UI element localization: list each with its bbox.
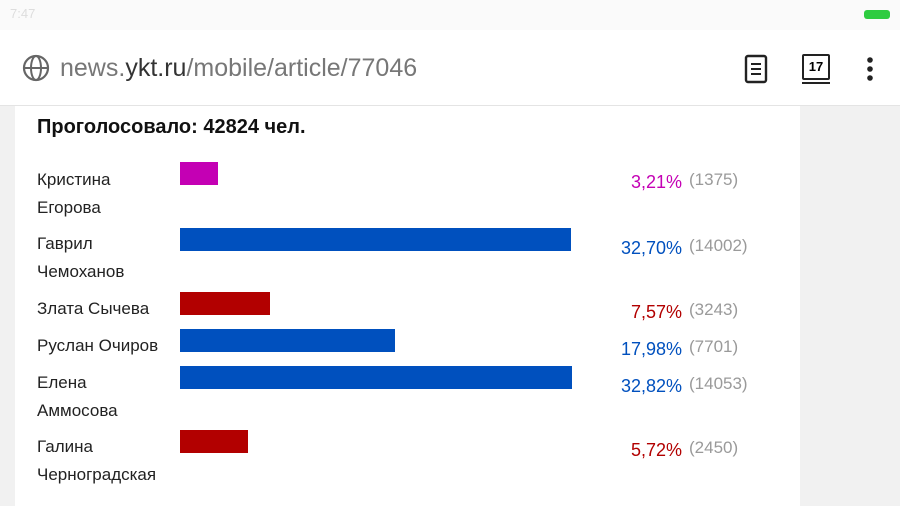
candidate-name: Галина Черноградская xyxy=(37,437,157,484)
percent-label: 17,98% xyxy=(620,339,682,359)
url-prefix: news. xyxy=(60,54,126,82)
url-path: /mobile/article/77046 xyxy=(186,54,418,82)
percent-label: 3,21% xyxy=(630,172,682,192)
count-label: (1375) xyxy=(689,170,739,189)
globe-icon xyxy=(22,54,50,82)
count-label: (14053) xyxy=(689,374,748,393)
url[interactable]: news.ykt.ru/mobile/article/77046 xyxy=(60,54,417,83)
bar xyxy=(180,292,271,315)
status-bar: 7:47 xyxy=(0,0,900,30)
bar xyxy=(180,228,571,251)
url-host: ykt.ru xyxy=(125,54,187,82)
candidate-name: Гаврил Чемоханов xyxy=(37,234,125,281)
bar xyxy=(180,162,219,185)
bar xyxy=(180,430,249,453)
bar xyxy=(180,366,572,389)
candidate-name: Злата Сычева xyxy=(37,299,150,318)
reader-icon[interactable] xyxy=(744,54,768,84)
percent-label: 5,72% xyxy=(630,440,682,460)
browser-bar: news.ykt.ru/mobile/article/77046 17 xyxy=(0,30,900,106)
tab-counter[interactable]: 17 xyxy=(802,54,830,80)
count-label: (3243) xyxy=(689,300,739,319)
poll-card xyxy=(15,106,800,506)
count-label: (14002) xyxy=(689,236,748,255)
percent-label: 32,70% xyxy=(620,238,682,258)
percent-label: 7,57% xyxy=(630,302,682,322)
candidate-name: Кристина Егорова xyxy=(37,170,111,217)
menu-icon[interactable] xyxy=(864,56,876,84)
candidate-name: Руслан Очиров xyxy=(37,336,159,355)
status-time: 7:47 xyxy=(10,6,36,21)
battery-icon xyxy=(864,10,890,19)
percent-label: 32,82% xyxy=(620,376,682,396)
poll-title: Проголосовало: 42824 чел. xyxy=(37,116,306,138)
count-label: (7701) xyxy=(689,337,739,356)
tab-underline xyxy=(802,82,830,84)
bar xyxy=(180,329,395,352)
candidate-name: Елена Аммосова xyxy=(37,373,118,420)
count-label: (2450) xyxy=(689,438,739,457)
